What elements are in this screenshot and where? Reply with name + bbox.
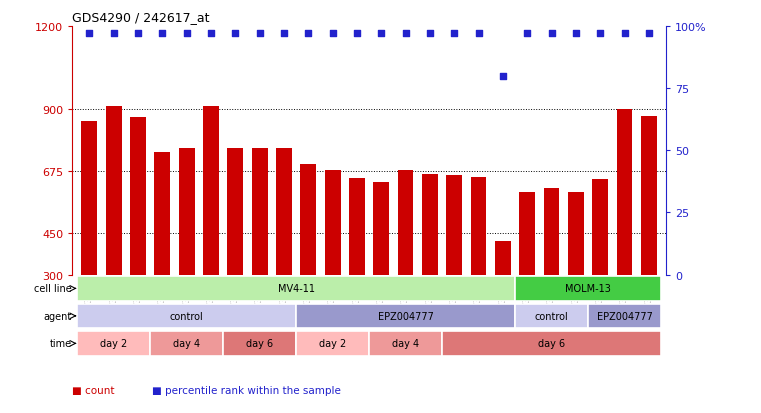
FancyBboxPatch shape xyxy=(77,276,515,301)
Bar xyxy=(398,170,413,275)
Bar xyxy=(422,174,438,275)
Point xyxy=(302,31,314,38)
Bar xyxy=(592,180,608,275)
Point xyxy=(643,31,655,38)
Text: control: control xyxy=(170,311,203,321)
FancyBboxPatch shape xyxy=(296,331,369,356)
Point xyxy=(253,31,266,38)
Point xyxy=(570,31,582,38)
FancyBboxPatch shape xyxy=(515,304,588,328)
Point xyxy=(521,31,533,38)
Point xyxy=(132,31,144,38)
Text: MV4-11: MV4-11 xyxy=(278,284,314,294)
Point xyxy=(326,31,339,38)
Bar xyxy=(495,242,511,275)
Text: GDS4290 / 242617_at: GDS4290 / 242617_at xyxy=(72,11,210,24)
Point xyxy=(205,31,217,38)
Text: agent: agent xyxy=(44,311,72,321)
FancyBboxPatch shape xyxy=(77,304,296,328)
Bar xyxy=(519,192,535,275)
Bar xyxy=(374,183,389,275)
FancyBboxPatch shape xyxy=(588,304,661,328)
Bar xyxy=(616,109,632,275)
FancyBboxPatch shape xyxy=(296,304,515,328)
Text: day 2: day 2 xyxy=(100,339,127,349)
Point xyxy=(619,31,631,38)
Point xyxy=(473,31,485,38)
Text: day 4: day 4 xyxy=(392,339,419,349)
Point xyxy=(448,31,460,38)
Point xyxy=(424,31,436,38)
Text: MOLM-13: MOLM-13 xyxy=(565,284,611,294)
Point xyxy=(546,31,558,38)
Bar xyxy=(641,116,657,275)
Text: day 4: day 4 xyxy=(173,339,200,349)
FancyBboxPatch shape xyxy=(515,276,661,301)
Point xyxy=(156,31,168,38)
Bar xyxy=(446,176,462,275)
Text: day 2: day 2 xyxy=(319,339,346,349)
Text: EPZ004777: EPZ004777 xyxy=(597,311,652,321)
Bar xyxy=(203,107,219,275)
Text: day 6: day 6 xyxy=(246,339,273,349)
Point xyxy=(278,31,290,38)
Bar xyxy=(81,122,97,275)
Text: EPZ004777: EPZ004777 xyxy=(377,311,434,321)
Point xyxy=(400,31,412,38)
Bar xyxy=(130,118,146,275)
Point xyxy=(107,31,119,38)
Bar xyxy=(470,177,486,275)
Bar xyxy=(154,152,170,275)
FancyBboxPatch shape xyxy=(369,331,442,356)
FancyBboxPatch shape xyxy=(77,331,150,356)
Point xyxy=(375,31,387,38)
FancyBboxPatch shape xyxy=(223,331,296,356)
Text: time: time xyxy=(50,339,72,349)
FancyBboxPatch shape xyxy=(442,331,661,356)
Point xyxy=(497,73,509,80)
FancyBboxPatch shape xyxy=(150,331,223,356)
Bar xyxy=(252,148,268,275)
Bar xyxy=(349,178,365,275)
Bar xyxy=(543,188,559,275)
Point xyxy=(83,31,95,38)
Bar xyxy=(179,148,195,275)
Text: day 6: day 6 xyxy=(538,339,565,349)
Bar xyxy=(276,148,292,275)
Point xyxy=(180,31,193,38)
Text: cell line: cell line xyxy=(34,284,72,294)
Point xyxy=(594,31,607,38)
Text: control: control xyxy=(535,311,568,321)
Bar xyxy=(325,170,340,275)
Text: ■ count: ■ count xyxy=(72,385,115,395)
Bar xyxy=(228,148,244,275)
Bar xyxy=(106,107,122,275)
Point xyxy=(351,31,363,38)
Text: ■ percentile rank within the sample: ■ percentile rank within the sample xyxy=(152,385,341,395)
Point xyxy=(229,31,241,38)
Bar xyxy=(301,165,316,275)
Bar xyxy=(568,192,584,275)
